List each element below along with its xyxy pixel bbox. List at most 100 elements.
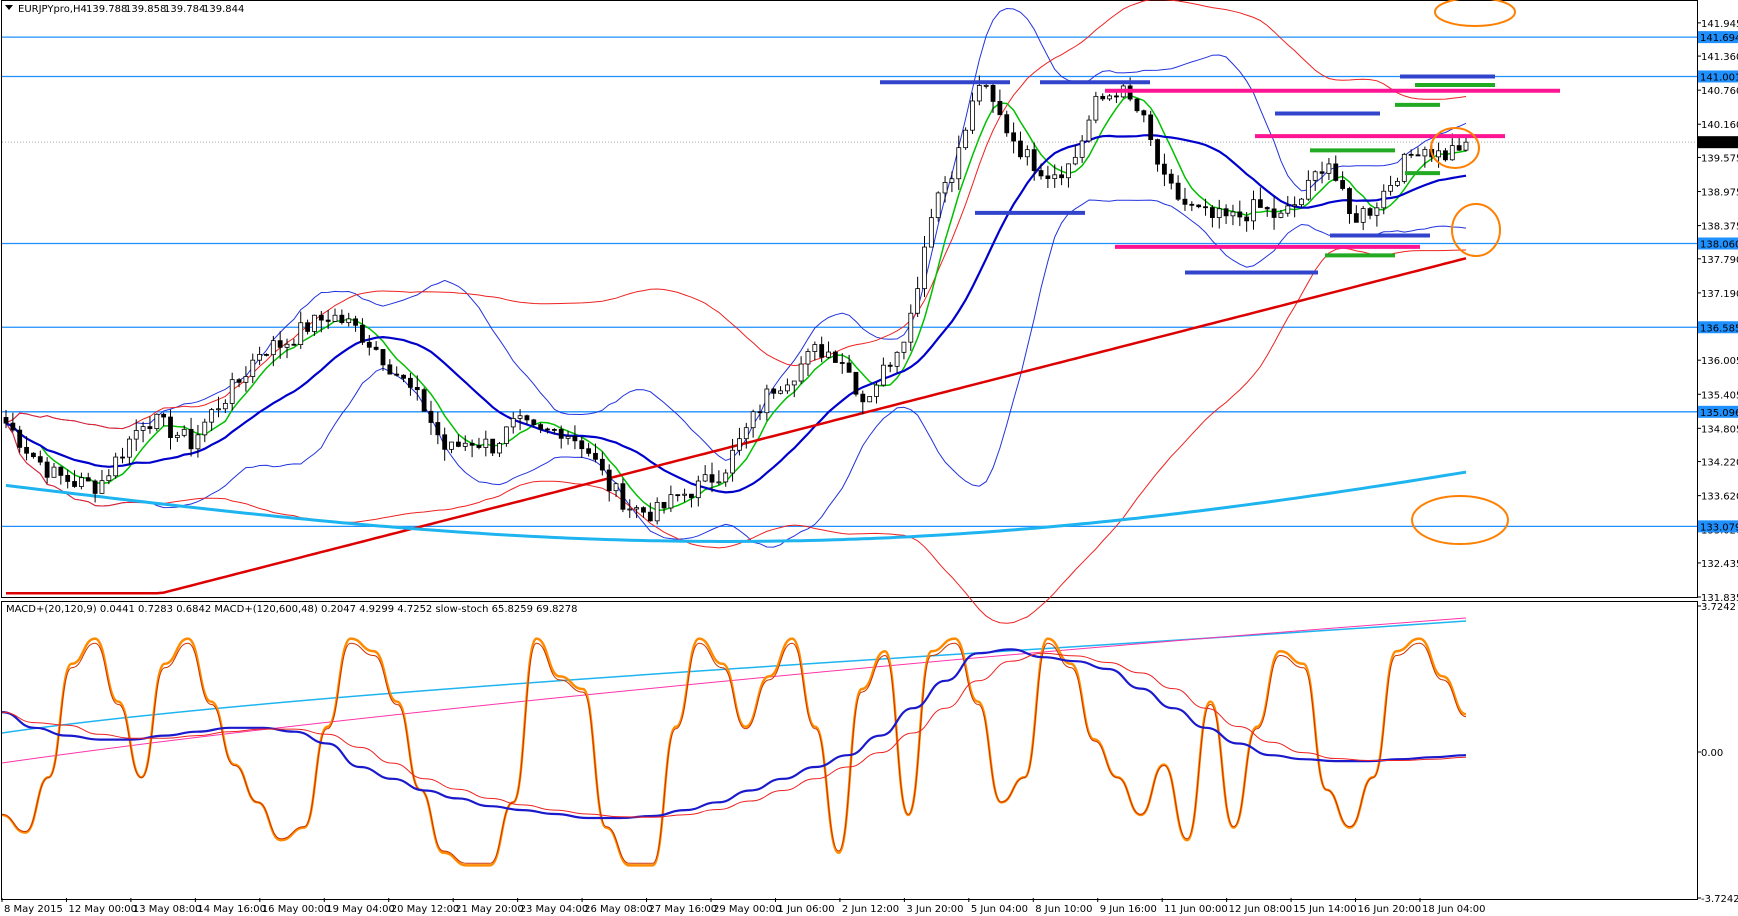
price-level-label: 135.096 — [1700, 408, 1738, 419]
bull-candle — [682, 493, 687, 496]
bull-candle — [1292, 204, 1298, 207]
bull-candle — [250, 359, 256, 377]
bear-candle — [1038, 170, 1044, 177]
bear-candle — [757, 411, 763, 414]
bear-candle — [1134, 98, 1140, 112]
bull-candle — [935, 192, 941, 219]
bull-candle — [1093, 95, 1099, 121]
bear-candle — [1264, 207, 1270, 210]
bull-candle — [78, 477, 84, 487]
bull-candle — [1305, 179, 1311, 200]
macd-long-signal — [1, 617, 1467, 764]
bear-candle — [1175, 182, 1181, 200]
macd-y-tick-label: 0.00 — [1701, 748, 1723, 759]
bull-candle — [1251, 199, 1256, 222]
bear-candle — [551, 429, 557, 431]
price-level-label: 133.079 — [1700, 522, 1738, 533]
y-tick-label: 136.005 — [1701, 356, 1738, 367]
y-tick-label: 138.375 — [1701, 222, 1738, 233]
bear-candle — [476, 444, 482, 448]
bull-candle — [791, 380, 797, 386]
macd-y-tick-label: 3.7242 — [1701, 602, 1736, 613]
bull-candle — [956, 147, 962, 180]
bull-candle — [668, 494, 674, 509]
highlight-ellipse — [1411, 495, 1509, 545]
bull-candle — [565, 436, 571, 439]
bull-candle — [1052, 174, 1058, 179]
bull-candle — [1107, 95, 1112, 100]
y-tick-label: 132.435 — [1701, 559, 1738, 570]
bull-candle — [750, 411, 756, 429]
bear-candle — [401, 374, 406, 379]
x-tick-label: 18 Jun 04:00 — [1422, 904, 1486, 915]
bull-candle — [1072, 156, 1078, 165]
bear-candle — [442, 434, 448, 450]
bull-candle — [716, 481, 722, 484]
bull-candle — [154, 413, 160, 430]
bear-candle — [689, 493, 694, 499]
current-price-tag — [1698, 136, 1738, 149]
bear-candle — [558, 429, 564, 439]
bear-candle — [1340, 180, 1346, 189]
bear-candle — [1271, 208, 1277, 218]
bear-candle — [1100, 95, 1106, 100]
bull-candle — [298, 322, 304, 345]
bull-candle — [181, 428, 187, 436]
bear-candle — [1189, 203, 1195, 206]
y-tick-label: 140.160 — [1701, 120, 1738, 131]
bear-candle — [1333, 163, 1339, 181]
bear-candle — [120, 456, 125, 459]
bear-candle — [1456, 145, 1462, 151]
bull-candle — [743, 427, 749, 440]
bear-candle — [593, 452, 598, 460]
bear-candle — [3, 417, 9, 424]
price-level-label: 141.694 — [1700, 33, 1738, 44]
bear-candle — [147, 426, 153, 430]
bull-candle — [346, 318, 352, 323]
bear-candle — [545, 428, 550, 431]
bear-candle — [641, 507, 646, 513]
x-tick-label: 8 Jun 10:00 — [1035, 904, 1092, 915]
bull-candle — [695, 480, 701, 499]
bull-candle — [894, 351, 900, 367]
bear-candle — [990, 85, 996, 102]
bear-candle — [524, 415, 530, 421]
bear-candle — [1031, 149, 1037, 171]
bull-candle — [1374, 207, 1380, 216]
bear-candle — [572, 436, 578, 442]
bear-candle — [661, 501, 667, 509]
bear-candle — [37, 456, 43, 463]
x-tick-label: 2 Jun 12:00 — [842, 904, 899, 915]
bear-candle — [647, 511, 653, 522]
bear-candle — [394, 373, 400, 376]
bull-candle — [106, 475, 112, 482]
x-tick-label: 14 May 16:00 — [197, 904, 266, 915]
ohlc-high: 139.858 — [125, 4, 166, 15]
bull-candle — [654, 501, 660, 522]
bull-candle — [510, 417, 516, 428]
bear-candle — [353, 318, 358, 326]
bear-candle — [538, 424, 544, 430]
bull-candle — [826, 351, 831, 358]
title-dropdown-icon[interactable] — [5, 5, 13, 10]
bear-candle — [1059, 174, 1064, 179]
symbol-title: EURJPYpro,H4 — [18, 4, 87, 15]
x-tick-label: 15 Jun 14:00 — [1293, 904, 1357, 915]
y-tick-label: 135.405 — [1701, 390, 1738, 401]
x-tick-label: 11 Jun 00:00 — [1164, 904, 1228, 915]
x-tick-label: 3 Jun 20:00 — [906, 904, 963, 915]
y-tick-label: 134.805 — [1701, 424, 1738, 435]
bear-candle — [277, 340, 283, 348]
bear-candle — [421, 389, 427, 412]
bear-candle — [1244, 216, 1250, 222]
bull-candle — [1086, 119, 1092, 142]
x-tick-label: 23 May 04:00 — [520, 904, 589, 915]
macd-y-tick-label: -3.7242 — [1701, 894, 1738, 905]
bear-candle — [1319, 171, 1325, 174]
bull-candle — [503, 426, 509, 444]
bear-candle — [606, 469, 612, 492]
ma-long-line — [5, 470, 1467, 543]
bull-candle — [270, 340, 276, 356]
bull-candle — [1216, 208, 1222, 219]
bull-candle — [613, 483, 619, 492]
